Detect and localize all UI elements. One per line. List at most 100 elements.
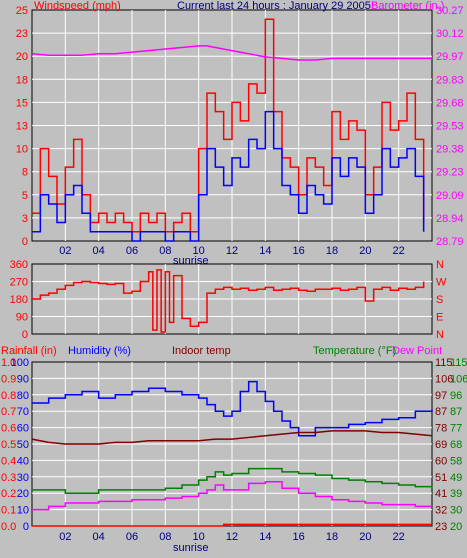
wind-right-tick: 29.68 — [436, 97, 464, 109]
humidity-tick: 90 — [17, 373, 29, 385]
x-tick-label: 10 — [193, 531, 205, 543]
direction-series — [32, 269, 425, 333]
direction-left-tick: 90 — [16, 312, 28, 324]
x-tick-label: 20 — [359, 245, 371, 257]
temp-tick: 97 — [435, 390, 447, 402]
legend-indoor-temp: Indoor temp — [172, 345, 231, 357]
humidity-tick: 60 — [17, 423, 29, 435]
x-tick-label: 22 — [393, 245, 405, 257]
wind-left-tick: 0 — [22, 236, 28, 248]
temp-tick: 32 — [435, 505, 447, 517]
dewpoint-tick: 77 — [450, 423, 462, 435]
humidity-tick: 20 — [17, 488, 29, 500]
x-tick-label: 08 — [159, 531, 171, 543]
rain-tick: 0.8 — [1, 390, 16, 402]
dewpoint-tick: 106 — [450, 373, 467, 385]
temp-tick: 115 — [435, 357, 453, 369]
wind-series — [31, 18, 432, 242]
legend-humidity: Humidity (%) — [68, 345, 131, 357]
legend-rainfall: Rainfall (in) — [1, 345, 57, 357]
x-tick-label: 04 — [93, 245, 105, 257]
wind-left-tick: 5 — [22, 190, 28, 202]
temperature-line — [32, 467, 433, 494]
direction-left-tick: 180 — [10, 294, 28, 306]
dewpoint-tick: 115 — [450, 357, 467, 369]
temp-series — [31, 380, 433, 527]
rain-tick: 1.0 — [1, 357, 16, 369]
x-tick-label: 16 — [293, 531, 305, 543]
temp-tick: 106 — [435, 373, 453, 385]
rain-tick: 0.3 — [1, 472, 16, 484]
humidity-tick: 80 — [17, 390, 29, 402]
humidity-line — [32, 380, 433, 437]
x-tick-label: 06 — [126, 245, 138, 257]
dewpoint-tick: 87 — [450, 406, 462, 418]
wind-x-ticks: 02 04 06 08 10 12 14 16 18 20 22 — [59, 245, 405, 257]
temp-tick: 41 — [435, 488, 447, 500]
x-tick-label: 18 — [326, 245, 338, 257]
x-tick-label: 02 — [59, 245, 71, 257]
x-tick-label: 04 — [93, 531, 105, 543]
wind-right-ticks: 28.79 28.94 29.09 29.23 29.38 29.53 29.68 29.83… — [436, 5, 464, 248]
legend-temperature: Temperature (°F) — [313, 345, 396, 357]
temp-x-ticks: 02 04 06 08 10 12 14 16 18 20 22 — [59, 531, 405, 543]
direction-right-tick: W — [436, 277, 447, 289]
wind-right-tick: 29.09 — [436, 190, 464, 202]
wind-right-tick: 29.53 — [436, 121, 464, 133]
rain-tick: 0.5 — [1, 439, 16, 451]
wind-left-title: Windspeed (mph) — [34, 0, 121, 12]
temp-panel: 0.0 0.1 0.2 0.3 0.4 0.5 0.6 0.7 0.8 0.9 1.0 0 10 20 30… — [1, 345, 467, 554]
wind-right-tick: 30.12 — [436, 28, 464, 40]
x-tick-label: 14 — [259, 531, 271, 543]
humidity-tick: 100 — [11, 357, 29, 369]
temp-tick: 23 — [435, 521, 447, 533]
dewpoint-tick: 96 — [450, 390, 462, 402]
temp-left-ticks: 0.0 0.1 0.2 0.3 0.4 0.5 0.6 0.7 0.8 0.9 1.0 0 10 20 30… — [1, 357, 29, 533]
humidity-tick: 30 — [17, 472, 29, 484]
x-tick-label: 12 — [226, 245, 238, 257]
x-tick-label: 18 — [326, 531, 338, 543]
humidity-tick: 40 — [17, 455, 29, 467]
humidity-tick: 70 — [17, 406, 29, 418]
dewpoint-tick: 68 — [450, 439, 462, 451]
direction-right-tick: N — [436, 329, 444, 341]
dewpoint-tick: 58 — [450, 455, 462, 467]
x-tick-label: 02 — [59, 531, 71, 543]
wind-right-tick: 30.27 — [436, 5, 464, 17]
temp-right-ticks: 2332415160697887971061152030394958687787… — [435, 357, 467, 533]
wind-left-tick: 13 — [16, 121, 28, 133]
rain-tick: 0.9 — [1, 373, 16, 385]
humidity-tick: 0 — [23, 521, 29, 533]
wind-right-tick: 29.83 — [436, 74, 464, 86]
wind-left-tick: 15 — [16, 97, 28, 109]
avg-wind-line — [32, 110, 425, 242]
rain-tick: 0.0 — [1, 521, 16, 533]
dewpoint-tick: 49 — [450, 472, 462, 484]
temp-tick: 69 — [435, 439, 447, 451]
wind-right-tick: 29.23 — [436, 167, 464, 179]
wind-left-tick: 10 — [16, 144, 28, 156]
wind-right-tick: 29.97 — [436, 51, 464, 63]
direction-right-tick: E — [436, 312, 443, 324]
rain-tick: 0.4 — [1, 455, 16, 467]
gust-line — [32, 18, 425, 233]
wind-left-tick: 20 — [16, 51, 28, 63]
direction-right-tick: N — [436, 259, 444, 271]
wind-right-tick: 28.79 — [436, 236, 464, 248]
dewpoint-tick: 30 — [450, 505, 462, 517]
x-tick-label: 12 — [226, 531, 238, 543]
temp-tick: 51 — [435, 472, 447, 484]
rainfall-line — [32, 523, 432, 527]
direction-left-ticks: 0 90 180 270 360 — [10, 259, 28, 341]
wind-left-tick: 23 — [16, 28, 28, 40]
wind-right-tick: 28.94 — [436, 213, 464, 225]
x-tick-label: 08 — [159, 245, 171, 257]
wind-left-tick: 25 — [16, 5, 28, 17]
x-tick-label: 10 — [193, 245, 205, 257]
direction-left-tick: 0 — [22, 329, 28, 341]
wind-right-title: Barometer (in.) — [371, 0, 444, 12]
wind-left-tick: 8 — [22, 167, 28, 179]
